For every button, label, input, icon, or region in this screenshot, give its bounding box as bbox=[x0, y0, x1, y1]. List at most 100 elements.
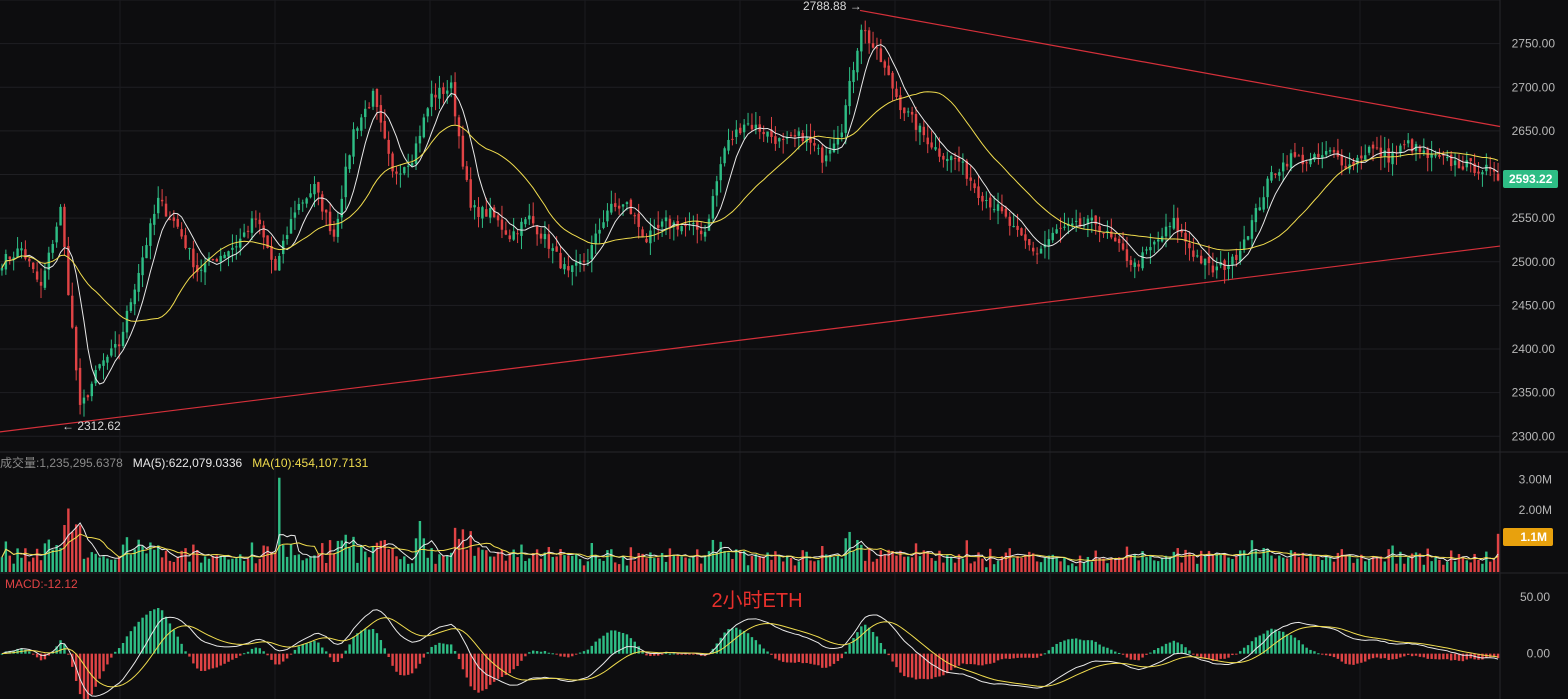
volume-bar bbox=[653, 558, 656, 572]
candle-body bbox=[1422, 150, 1426, 153]
candle-body bbox=[1465, 160, 1469, 168]
candle-body bbox=[1180, 229, 1183, 233]
volume-bar bbox=[211, 556, 215, 572]
volume-bar bbox=[1024, 555, 1027, 572]
candle-body bbox=[852, 70, 855, 83]
macd-histogram-bar bbox=[367, 629, 371, 654]
candle-body bbox=[1059, 227, 1062, 229]
volume-bar bbox=[47, 539, 51, 572]
candle-body bbox=[770, 129, 773, 137]
candle-body bbox=[461, 135, 465, 167]
volume-bar bbox=[31, 557, 35, 572]
candle-body bbox=[317, 182, 320, 193]
candle-body bbox=[1227, 265, 1230, 270]
candle-body bbox=[864, 30, 867, 32]
volume-bar bbox=[719, 541, 722, 572]
macd-histogram-bar bbox=[1258, 635, 1261, 654]
macd-histogram-bar bbox=[656, 653, 660, 656]
volume-bar bbox=[969, 563, 972, 572]
candle-body bbox=[371, 90, 375, 107]
candle-body bbox=[883, 61, 886, 68]
macd-histogram-bar bbox=[977, 653, 980, 666]
candle-body bbox=[270, 245, 273, 260]
macd-histogram-bar bbox=[524, 653, 527, 657]
volume-bar bbox=[1145, 557, 1148, 572]
volume-bar bbox=[926, 551, 929, 572]
candle-body bbox=[781, 139, 785, 141]
macd-histogram-bar bbox=[1078, 639, 1082, 654]
volume-bar bbox=[1137, 560, 1140, 572]
volume-bar bbox=[668, 548, 672, 572]
candle-body bbox=[90, 383, 94, 397]
candle-body bbox=[1383, 150, 1386, 156]
volume-bar bbox=[86, 557, 90, 572]
macd-histogram-bar bbox=[1207, 653, 1211, 660]
macd-histogram-bar bbox=[508, 653, 511, 674]
candle-body bbox=[899, 95, 902, 111]
macd-histogram-bar bbox=[1227, 653, 1230, 658]
candle-body bbox=[364, 108, 367, 118]
macd-histogram-bar bbox=[1231, 653, 1234, 656]
candle-body bbox=[16, 248, 19, 258]
volume-bar bbox=[110, 559, 113, 572]
macd-histogram-bar bbox=[758, 644, 761, 654]
candle-body bbox=[656, 224, 660, 228]
volume-bar bbox=[1438, 559, 1441, 572]
candle-body bbox=[879, 48, 883, 63]
macd-histogram-bar bbox=[106, 653, 109, 665]
candle-body bbox=[8, 256, 11, 260]
macd-histogram-bar bbox=[297, 646, 301, 654]
volume-bar bbox=[313, 555, 316, 572]
candle-body bbox=[86, 395, 90, 398]
candle-body bbox=[1438, 154, 1441, 157]
candle-body bbox=[723, 148, 726, 164]
volume-bar bbox=[578, 559, 582, 572]
macd-histogram-bar bbox=[836, 653, 840, 662]
candle-body bbox=[125, 310, 129, 333]
candle-body bbox=[891, 72, 894, 89]
macd-histogram-bar bbox=[504, 653, 508, 676]
volume-bar bbox=[367, 557, 371, 572]
candle-body bbox=[281, 240, 285, 255]
volume-bar bbox=[672, 555, 676, 572]
trend-lines bbox=[0, 9, 1501, 433]
candle-body bbox=[1004, 208, 1008, 217]
macd-histogram-bar bbox=[1067, 639, 1070, 654]
macd-histogram-bar bbox=[633, 641, 636, 654]
macd-histogram-bar bbox=[918, 653, 922, 679]
volume-tick-label: 3.00M bbox=[1519, 472, 1552, 486]
macd-histogram-bar bbox=[852, 638, 855, 654]
volume-bar bbox=[739, 551, 742, 572]
macd-histogram-bar bbox=[637, 646, 640, 654]
candle-body bbox=[82, 397, 86, 404]
volume-bar bbox=[1426, 548, 1429, 572]
macd-histogram-bar bbox=[551, 653, 554, 655]
candle-body bbox=[778, 138, 781, 142]
volume-bar bbox=[801, 550, 804, 572]
macd-tick-label: 50.00 bbox=[1520, 590, 1550, 604]
volume-bar bbox=[1477, 559, 1480, 572]
macd-histogram-bar bbox=[692, 653, 695, 655]
volume-bar bbox=[168, 560, 172, 572]
macd-histogram-bar bbox=[496, 653, 500, 679]
volume-bar bbox=[860, 544, 863, 572]
price-tick-label: 2750.00 bbox=[1512, 37, 1556, 51]
volume-bar bbox=[0, 557, 4, 572]
volume-bar bbox=[766, 552, 769, 572]
macd-histogram-bar bbox=[39, 653, 43, 661]
macd-histogram-bar bbox=[547, 652, 551, 654]
candle-body bbox=[293, 212, 297, 218]
candle-body bbox=[1301, 154, 1304, 165]
volume-bar bbox=[1125, 546, 1129, 572]
macd-histogram-bar bbox=[153, 609, 156, 654]
macd-histogram-bar bbox=[520, 653, 523, 661]
macd-histogram-bar bbox=[1321, 653, 1324, 655]
candle-body bbox=[129, 302, 133, 311]
candle-body bbox=[934, 147, 937, 150]
volume-bar bbox=[528, 558, 531, 572]
macd-histogram-bar bbox=[832, 653, 836, 664]
support-trendline bbox=[0, 245, 1501, 433]
macd-histogram-bar bbox=[883, 649, 886, 654]
macd-histogram-bar bbox=[1137, 653, 1140, 661]
